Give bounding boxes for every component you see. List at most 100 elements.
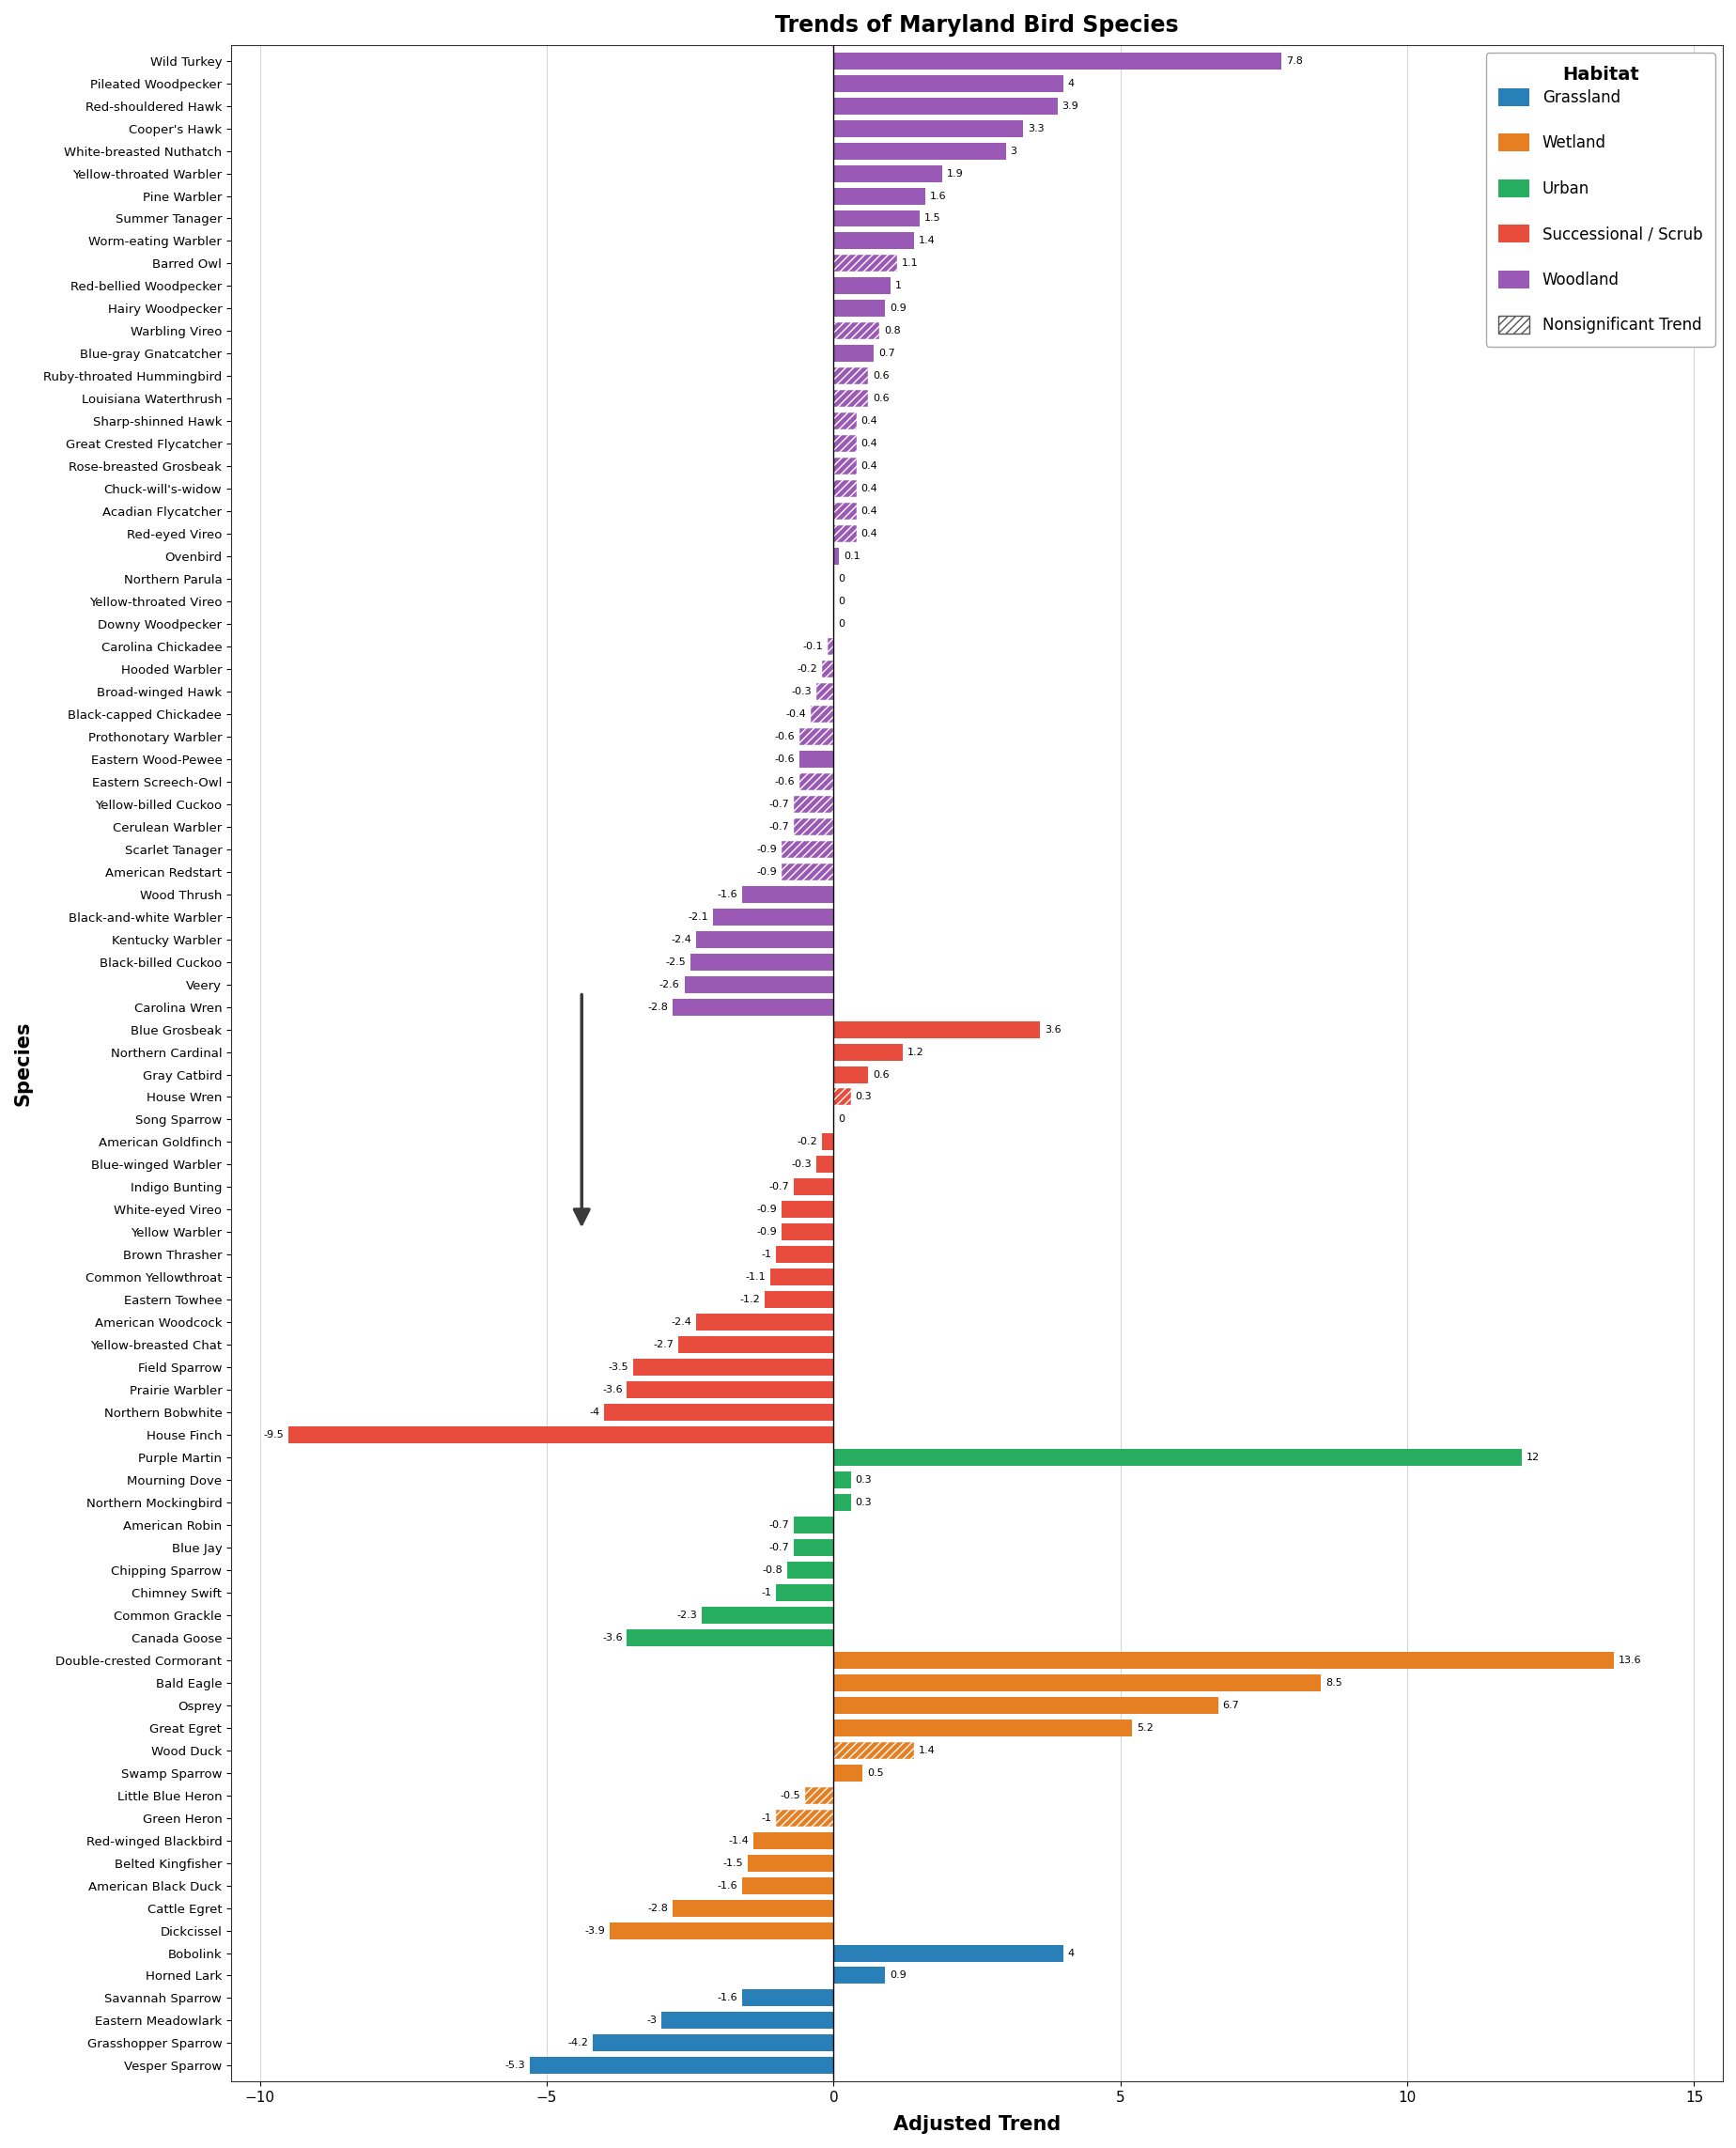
Text: 3.6: 3.6 — [1043, 1025, 1061, 1033]
Bar — [833, 367, 868, 384]
Text: -1.4: -1.4 — [727, 1837, 748, 1845]
Bar — [701, 1607, 833, 1624]
Text: 0.4: 0.4 — [861, 483, 877, 494]
Bar — [781, 1224, 833, 1242]
Text: -3.5: -3.5 — [608, 1362, 628, 1373]
Text: 3.3: 3.3 — [1028, 125, 1043, 133]
Bar — [833, 301, 885, 318]
Text: -0.7: -0.7 — [767, 1521, 788, 1529]
Bar — [793, 1540, 833, 1555]
Text: 7.8: 7.8 — [1285, 56, 1302, 64]
Text: -3.6: -3.6 — [602, 1632, 621, 1643]
Text: -4: -4 — [589, 1407, 599, 1418]
Text: -9.5: -9.5 — [264, 1431, 283, 1439]
Text: 6.7: 6.7 — [1222, 1701, 1238, 1710]
Text: -0.5: -0.5 — [779, 1791, 800, 1800]
Text: -0.9: -0.9 — [757, 868, 778, 876]
Text: -0.4: -0.4 — [785, 709, 806, 720]
Bar — [684, 975, 833, 992]
Text: -0.9: -0.9 — [757, 844, 778, 855]
Bar — [741, 885, 833, 902]
Text: -0.7: -0.7 — [767, 823, 788, 831]
Bar — [833, 1065, 868, 1083]
Bar — [816, 1156, 833, 1173]
Text: -1.6: -1.6 — [717, 1882, 736, 1890]
Text: -0.9: -0.9 — [757, 1227, 778, 1237]
Bar — [781, 863, 833, 881]
Bar — [833, 391, 868, 408]
Text: -1: -1 — [760, 1250, 771, 1259]
Bar — [793, 818, 833, 836]
Text: 13.6: 13.6 — [1618, 1656, 1641, 1665]
Text: -1: -1 — [760, 1587, 771, 1598]
Text: 1.6: 1.6 — [929, 191, 946, 200]
Bar — [776, 1585, 833, 1600]
Text: -1.6: -1.6 — [717, 889, 736, 900]
Bar — [592, 2034, 833, 2051]
Bar — [833, 436, 856, 453]
Text: -1.2: -1.2 — [740, 1295, 760, 1304]
Bar — [833, 75, 1062, 92]
Text: -1.6: -1.6 — [717, 1993, 736, 2002]
Text: -0.1: -0.1 — [802, 642, 823, 651]
Text: 1.4: 1.4 — [918, 1746, 934, 1755]
X-axis label: Adjusted Trend: Adjusted Trend — [892, 2116, 1061, 2133]
Bar — [741, 1989, 833, 2006]
Bar — [741, 1877, 833, 1895]
Bar — [833, 503, 856, 520]
Text: 0.3: 0.3 — [854, 1093, 871, 1102]
Text: -2.3: -2.3 — [677, 1611, 696, 1620]
Bar — [672, 1899, 833, 1916]
Text: -0.3: -0.3 — [792, 687, 811, 696]
Text: 0: 0 — [838, 1115, 844, 1123]
Bar — [833, 1718, 1132, 1736]
Text: 3: 3 — [1010, 146, 1016, 155]
Text: 4: 4 — [1068, 1948, 1075, 1957]
Bar — [833, 187, 925, 204]
Text: -0.2: -0.2 — [797, 664, 818, 674]
Bar — [833, 1471, 851, 1489]
Bar — [786, 1562, 833, 1579]
Text: 0.9: 0.9 — [889, 303, 906, 314]
Bar — [696, 1315, 833, 1332]
Bar — [816, 683, 833, 700]
Text: -1: -1 — [760, 1813, 771, 1822]
Bar — [781, 1201, 833, 1218]
Bar — [833, 165, 943, 183]
Legend: Grassland, , Wetland, , Urban, , Successional / Scrub, , Woodland, , Nonsignific: Grassland, , Wetland, , Urban, , Success… — [1484, 54, 1713, 346]
Bar — [833, 526, 856, 541]
Bar — [799, 773, 833, 790]
Text: -5.3: -5.3 — [505, 2060, 524, 2071]
Text: 0: 0 — [838, 619, 844, 629]
Text: -1.5: -1.5 — [722, 1858, 743, 1867]
Bar — [833, 232, 913, 249]
Text: 4: 4 — [1068, 79, 1075, 88]
Text: -3.9: -3.9 — [585, 1927, 604, 1935]
Bar — [793, 1516, 833, 1534]
Bar — [833, 481, 856, 496]
Bar — [776, 1246, 833, 1263]
Bar — [811, 705, 833, 722]
Text: 0.4: 0.4 — [861, 462, 877, 470]
Text: -2.7: -2.7 — [653, 1340, 674, 1349]
Bar — [771, 1269, 833, 1287]
Text: -0.2: -0.2 — [797, 1138, 818, 1147]
Text: 0.4: 0.4 — [861, 507, 877, 516]
Bar — [828, 638, 833, 655]
Bar — [833, 458, 856, 475]
Bar — [833, 548, 838, 565]
Bar — [793, 1179, 833, 1196]
Text: -0.3: -0.3 — [792, 1160, 811, 1169]
Text: 0.6: 0.6 — [871, 372, 889, 380]
Text: -2.6: -2.6 — [660, 979, 679, 988]
Text: 0.7: 0.7 — [878, 348, 894, 359]
Bar — [713, 909, 833, 926]
Bar — [833, 142, 1005, 159]
Bar — [799, 728, 833, 745]
Text: -2.1: -2.1 — [687, 913, 708, 921]
Text: -0.7: -0.7 — [767, 1542, 788, 1553]
Bar — [833, 346, 873, 363]
Text: -3: -3 — [646, 2017, 656, 2026]
Bar — [288, 1426, 833, 1443]
Bar — [764, 1291, 833, 1308]
